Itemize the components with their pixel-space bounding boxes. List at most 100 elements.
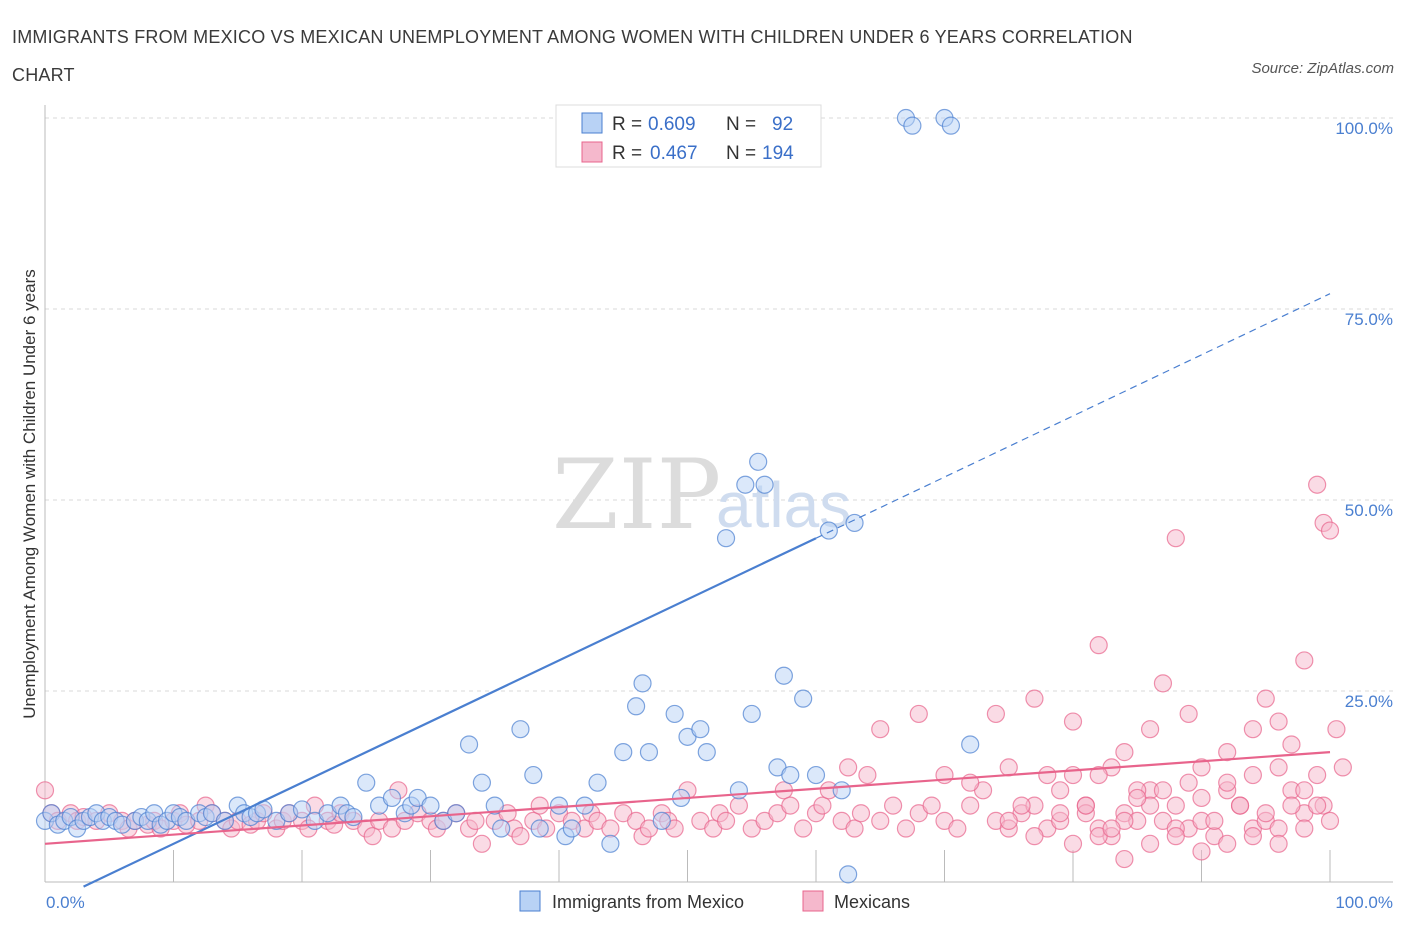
data-point-mexico-80: [794, 689, 813, 708]
trend-lines: [44, 293, 1331, 888]
data-point-mexico-48: [459, 735, 479, 754]
data-point-mexicans-164: [1269, 834, 1288, 853]
data-point-mexicans-121: [1269, 758, 1288, 777]
data-point-mexico-57: [562, 819, 581, 838]
data-point-mexicans-92: [896, 819, 916, 838]
data-point-mexicans-48: [466, 811, 485, 830]
data-point-mexicans-87: [845, 819, 864, 838]
data-point-mexicans-176: [1282, 735, 1301, 754]
data-point-mexicans-136: [1063, 712, 1083, 731]
data-point-mexicans-188: [1128, 788, 1147, 808]
data-point-mexico-87: [903, 116, 922, 135]
data-point-mexicans-153: [1282, 796, 1301, 815]
data-point-mexicans-189: [1153, 781, 1173, 800]
legend-n-value-1: 92: [772, 114, 793, 135]
x-tick-max: 100.0%: [1335, 893, 1393, 912]
data-point-mexico-74: [742, 704, 761, 724]
legend-n-value-2: 194: [762, 143, 794, 164]
data-point-mexicans-151: [1256, 804, 1275, 823]
data-point-mexico-49: [472, 773, 491, 792]
data-point-mexicans-182: [1333, 758, 1352, 777]
trend-line-mexicans: [44, 751, 1331, 845]
data-point-mexico-59: [588, 773, 607, 792]
legend-swatch-pink: [581, 141, 603, 163]
data-point-mexicans-80: [781, 796, 800, 815]
data-point-mexico-50: [485, 796, 504, 815]
data-point-mexicans-167: [1089, 636, 1108, 655]
data-point-mexicans-130: [986, 704, 1006, 724]
data-point-mexicans-180: [1320, 521, 1340, 540]
legend: R = 0.609 N = 92 R = 0.467 N = 194: [555, 104, 822, 168]
data-point-mexico-55: [549, 796, 569, 815]
data-point-mexicans-149: [1230, 796, 1250, 815]
data-point-mexicans-183: [999, 811, 1018, 830]
data-point-mexicans-150: [1243, 765, 1263, 785]
data-point-mexicans-81: [794, 819, 813, 838]
data-point-mexicans-133: [1025, 689, 1044, 708]
data-point-mexico-78: [774, 666, 793, 685]
data-point-mexicans-175: [1269, 712, 1288, 731]
data-point-mexicans-177: [1295, 651, 1314, 670]
x-tick-min: 0.0%: [46, 893, 85, 912]
data-point-mexicans-168: [1115, 743, 1134, 762]
data-point-mexicans-90: [871, 811, 890, 830]
data-point-mexicans-169: [1140, 720, 1160, 739]
data-point-mexico-65: [652, 811, 671, 830]
data-point-mexicans-158: [1115, 849, 1134, 869]
data-point-mexicans-74: [716, 811, 736, 830]
data-point-mexico-81: [806, 765, 826, 785]
data-point-mexicans-91: [883, 796, 903, 815]
data-point-mexicans-75: [729, 796, 749, 815]
data-point-mexico-25: [215, 811, 234, 830]
bottom-legend: Immigrants from Mexico Mexicans: [519, 890, 910, 912]
data-point-mexicans-186: [1076, 796, 1095, 815]
legend-swatch-blue: [581, 112, 603, 134]
y-tick-label-3: 100.0%: [1335, 119, 1393, 138]
data-point-mexicans-156: [1063, 834, 1083, 853]
data-point-mexico-61: [614, 743, 633, 762]
data-point-mexico-51: [492, 819, 511, 838]
data-point-mexicans-187: [1102, 819, 1121, 838]
data-point-mexicans-161: [1192, 842, 1211, 861]
bottom-legend-label-2: Mexicans: [834, 892, 910, 912]
data-point-mexicans-86: [839, 758, 858, 777]
legend-r-value-1: 0.609: [648, 114, 696, 135]
data-point-mexico-82: [819, 521, 838, 540]
data-point-mexicans-138: [1089, 765, 1108, 785]
legend-r-label-1: R =: [612, 114, 642, 135]
data-point-mexico-39: [357, 773, 376, 792]
data-point-mexicans-134: [1038, 765, 1057, 785]
data-point-mexicans-88: [851, 804, 871, 823]
data-point-mexicans-165: [1295, 819, 1314, 838]
legend-r-value-2: 0.467: [650, 143, 698, 164]
data-point-mexicans-148: [1218, 773, 1237, 792]
data-point-mexicans-62: [601, 819, 620, 838]
bottom-legend-swatch-pink: [802, 890, 824, 912]
trend-line-immigrants-solid: [83, 537, 817, 888]
data-point-mexico-41: [382, 788, 402, 808]
data-point-mexico-71: [716, 529, 736, 548]
data-point-mexico-76: [755, 475, 774, 494]
data-point-mexico-33: [292, 800, 312, 819]
y-tick-label-1: 50.0%: [1345, 501, 1393, 520]
data-point-mexicans-166: [1320, 811, 1340, 830]
data-point-mexicans-155: [1308, 796, 1327, 815]
data-point-mexico-73: [736, 475, 755, 494]
grid-lines: [45, 117, 1393, 692]
data-point-mexicans-96: [948, 819, 967, 838]
data-point-mexicans-159: [1140, 834, 1160, 853]
data-point-mexicans-37: [363, 827, 382, 846]
y-tick-labels: 25.0% 50.0% 75.0% 100.0%: [1335, 119, 1393, 711]
bottom-legend-label-1: Immigrants from Mexico: [552, 892, 744, 912]
data-point-mexicans-135: [1051, 781, 1070, 800]
data-point-mexicans-146: [1192, 758, 1211, 777]
data-point-mexicans-0: [35, 781, 55, 800]
data-point-mexico-90: [961, 735, 980, 754]
data-point-mexico-45: [421, 796, 440, 815]
y-tick-label-0: 25.0%: [1345, 692, 1393, 711]
data-point-mexicans-94: [922, 796, 941, 815]
bottom-legend-swatch-blue: [519, 890, 541, 912]
data-point-mexicans-154: [1295, 781, 1314, 800]
data-point-mexicans-55: [530, 796, 549, 815]
data-point-mexicans-83: [813, 796, 832, 815]
